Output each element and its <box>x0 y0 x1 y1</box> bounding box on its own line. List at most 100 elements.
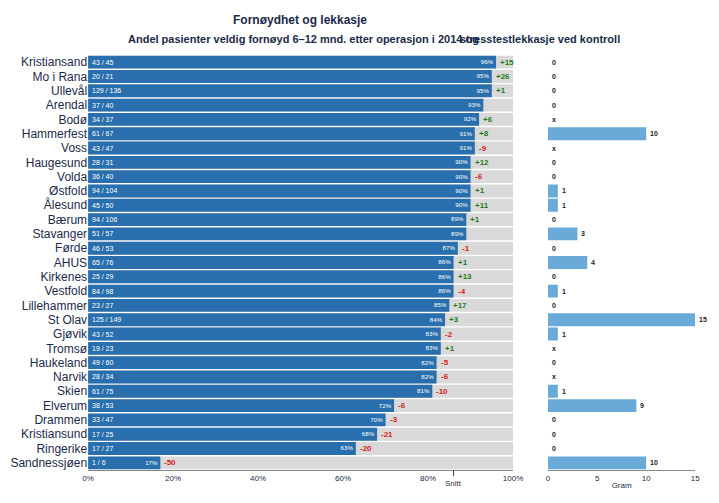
svg-text:15: 15 <box>699 316 707 323</box>
svg-text:45 / 50: 45 / 50 <box>92 202 114 209</box>
svg-text:+3: +3 <box>449 315 459 324</box>
svg-text:89%: 89% <box>451 215 464 222</box>
svg-text:0: 0 <box>552 359 556 366</box>
svg-text:37 / 40: 37 / 40 <box>92 102 114 109</box>
svg-text:94 / 106: 94 / 106 <box>92 216 117 223</box>
svg-text:-20: -20 <box>360 444 372 453</box>
svg-text:Fornøydhet og lekkasje: Fornøydhet og lekkasje <box>233 13 367 27</box>
svg-text:x: x <box>552 116 556 123</box>
svg-text:0: 0 <box>552 445 556 452</box>
svg-text:-4: -4 <box>458 287 466 296</box>
svg-text:82%: 82% <box>421 359 434 366</box>
svg-text:82%: 82% <box>421 373 434 380</box>
svg-text:90%: 90% <box>455 187 468 194</box>
svg-text:70%: 70% <box>370 416 383 423</box>
svg-text:36 / 40: 36 / 40 <box>92 173 114 180</box>
svg-text:-5: -5 <box>441 358 449 367</box>
svg-text:83%: 83% <box>426 344 439 351</box>
svg-text:129 / 136: 129 / 136 <box>92 87 121 94</box>
svg-text:5: 5 <box>595 474 600 483</box>
svg-text:AHUS: AHUS <box>54 256 87 270</box>
svg-text:94 / 104: 94 / 104 <box>92 187 117 194</box>
svg-text:Hammerfest: Hammerfest <box>22 127 88 141</box>
svg-text:90%: 90% <box>455 201 468 208</box>
svg-text:38 / 53: 38 / 53 <box>92 402 114 409</box>
svg-text:90%: 90% <box>455 173 468 180</box>
svg-text:Haugesund: Haugesund <box>26 156 87 170</box>
svg-text:3: 3 <box>581 230 585 237</box>
svg-text:-1: -1 <box>462 244 470 253</box>
svg-text:Ullevål: Ullevål <box>51 84 87 98</box>
svg-text:89%: 89% <box>451 230 464 237</box>
svg-text:+11: +11 <box>475 201 489 210</box>
svg-text:-10: -10 <box>436 387 448 396</box>
svg-text:100%: 100% <box>503 474 523 483</box>
svg-text:19 / 23: 19 / 23 <box>92 345 114 352</box>
svg-text:95%: 95% <box>477 87 490 94</box>
svg-text:81%: 81% <box>417 387 430 394</box>
svg-text:72%: 72% <box>379 402 392 409</box>
svg-text:0: 0 <box>552 73 556 80</box>
svg-text:Snitt: Snitt <box>445 479 462 488</box>
svg-text:60%: 60% <box>335 474 351 483</box>
svg-text:0: 0 <box>552 416 556 423</box>
svg-text:15: 15 <box>691 474 700 483</box>
svg-text:51 / 57: 51 / 57 <box>92 230 114 237</box>
svg-text:x: x <box>552 345 556 352</box>
svg-text:Kristiansund: Kristiansund <box>21 427 87 441</box>
svg-text:+15: +15 <box>500 58 514 67</box>
svg-text:Volda: Volda <box>57 170 87 184</box>
svg-text:28 / 34: 28 / 34 <box>92 373 114 380</box>
svg-text:+13: +13 <box>458 272 472 281</box>
svg-text:85%: 85% <box>434 301 447 308</box>
svg-text:Førde: Førde <box>55 241 87 255</box>
svg-text:92%: 92% <box>464 115 477 122</box>
svg-text:86%: 86% <box>438 273 451 280</box>
svg-text:+1: +1 <box>470 215 480 224</box>
svg-text:0: 0 <box>552 245 556 252</box>
svg-text:125 / 149: 125 / 149 <box>92 316 121 323</box>
svg-text:65 / 76: 65 / 76 <box>92 259 114 266</box>
svg-text:Mo i Rana: Mo i Rana <box>32 70 87 84</box>
svg-text:0: 0 <box>552 431 556 438</box>
svg-text:43 / 45: 43 / 45 <box>92 59 114 66</box>
svg-text:1: 1 <box>562 202 566 209</box>
svg-text:10: 10 <box>650 459 658 466</box>
svg-text:9: 9 <box>640 402 644 409</box>
svg-text:-6: -6 <box>475 172 483 181</box>
svg-text:61 / 67: 61 / 67 <box>92 130 114 137</box>
svg-text:-6: -6 <box>398 401 406 410</box>
svg-text:0: 0 <box>546 474 551 483</box>
svg-text:0: 0 <box>552 302 556 309</box>
svg-text:+12: +12 <box>475 158 489 167</box>
svg-text:43 / 52: 43 / 52 <box>92 331 114 338</box>
svg-text:80%: 80% <box>420 474 436 483</box>
svg-text:0: 0 <box>552 216 556 223</box>
svg-text:1: 1 <box>562 331 566 338</box>
svg-text:0: 0 <box>552 102 556 109</box>
svg-text:-2: -2 <box>445 330 453 339</box>
svg-text:93%: 93% <box>468 101 481 108</box>
svg-text:-21: -21 <box>381 430 393 439</box>
svg-text:86%: 86% <box>438 258 451 265</box>
svg-text:+1: +1 <box>445 344 455 353</box>
svg-text:+1: +1 <box>496 86 506 95</box>
svg-text:1: 1 <box>562 388 566 395</box>
svg-text:10: 10 <box>650 130 658 137</box>
svg-text:68%: 68% <box>362 430 375 437</box>
svg-text:Ålesund: Ålesund <box>44 197 87 212</box>
svg-text:40%: 40% <box>250 474 266 483</box>
svg-text:Narvik: Narvik <box>53 370 88 384</box>
svg-text:Bodø: Bodø <box>58 113 87 127</box>
svg-text:20%: 20% <box>165 474 181 483</box>
svg-text:96%: 96% <box>481 58 494 65</box>
svg-text:+6: +6 <box>483 115 493 124</box>
svg-text:+26: +26 <box>496 72 510 81</box>
svg-text:-50: -50 <box>164 458 176 467</box>
svg-text:1: 1 <box>562 187 566 194</box>
svg-text:23 / 27: 23 / 27 <box>92 302 114 309</box>
svg-text:0: 0 <box>552 273 556 280</box>
svg-text:34 / 37: 34 / 37 <box>92 116 114 123</box>
svg-text:Lillehammer: Lillehammer <box>22 299 87 313</box>
svg-text:28 / 31: 28 / 31 <box>92 159 114 166</box>
